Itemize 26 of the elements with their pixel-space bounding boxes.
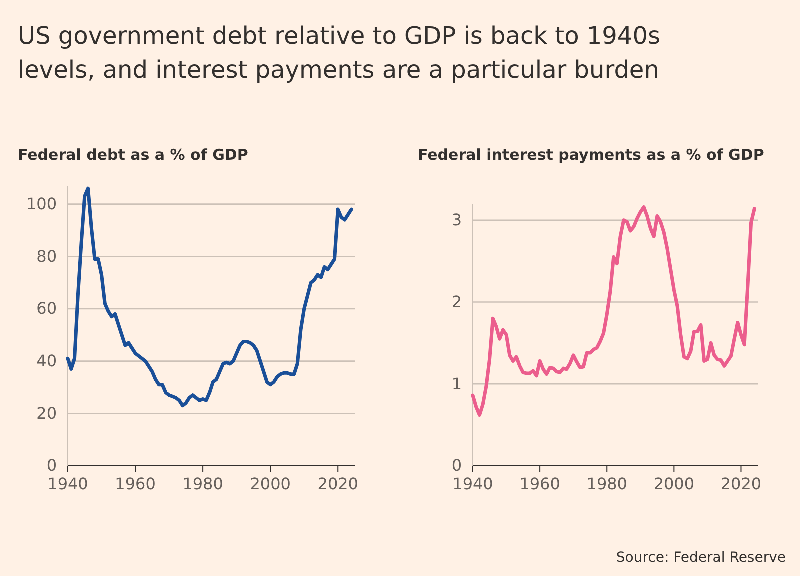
y-tick-label: 100: [26, 194, 57, 214]
x-tick-label: 1980: [182, 474, 224, 494]
y-tick-label: 0: [452, 456, 462, 476]
x-tick-label: 1960: [520, 474, 560, 494]
y-tick-label: 3: [452, 210, 462, 230]
chart-subtitle: Federal interest payments as a % of GDP: [418, 146, 764, 164]
y-tick-label: 60: [36, 299, 57, 318]
chart-subtitle: Federal debt as a % of GDP: [18, 146, 248, 164]
source-note: Source: Federal Reserve: [616, 550, 786, 566]
x-tick-label: 2000: [250, 474, 291, 494]
y-tick-label: 20: [36, 404, 57, 423]
x-tick-label: 1960: [115, 474, 156, 494]
x-tick-label: 1940: [452, 474, 494, 494]
chart-title: US government debt relative to GDP is back to 1940s levels, and interest payments are a particular burden: [18, 22, 660, 84]
x-tick-label: 1980: [586, 474, 628, 494]
x-tick-label: 2020: [318, 474, 358, 494]
x-tick-label: 2020: [720, 474, 762, 494]
line-series: [471, 206, 756, 417]
line-series: [66, 186, 354, 408]
y-tick-label: 80: [36, 246, 57, 266]
y-tick-label: 2: [452, 292, 462, 312]
y-tick-label: 40: [36, 351, 57, 370]
x-tick-label: 1940: [48, 474, 88, 494]
x-tick-label: 2000: [654, 474, 695, 494]
y-tick-label: 1: [452, 374, 462, 394]
y-tick-label: 0: [46, 456, 57, 476]
